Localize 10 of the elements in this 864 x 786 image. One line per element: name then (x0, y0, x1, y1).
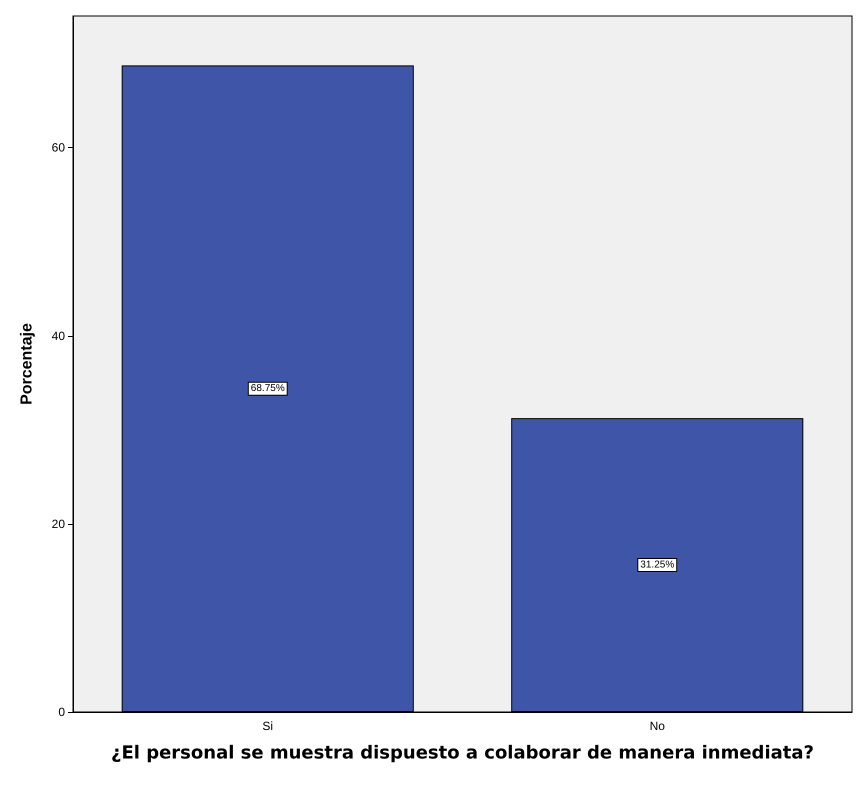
y-tick-label: 40 (52, 328, 66, 343)
x-tick-label: Si (262, 719, 274, 733)
x-axis-title: ¿El personal se muestra dispuesto a colaborar de manera inmediata? (111, 742, 814, 764)
y-axis-title: Porcentaje (18, 322, 36, 405)
data-label: 68.75% (250, 383, 285, 394)
y-tick-label: 0 (58, 705, 66, 719)
y-tick-label: 60 (52, 140, 66, 155)
y-tick-label: 20 (52, 516, 66, 531)
data-label: 31.25% (640, 560, 674, 571)
x-tick-label: No (650, 719, 666, 733)
